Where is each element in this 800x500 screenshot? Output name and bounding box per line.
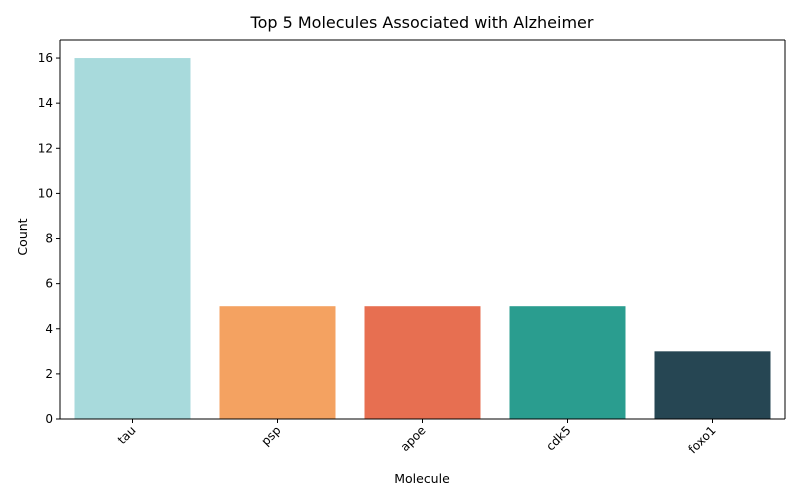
y-tick-label-2: 2	[45, 367, 53, 381]
y-tick-label-4: 4	[45, 322, 53, 336]
x-tick-label-psp: psp	[259, 423, 284, 448]
bar-tau	[74, 58, 191, 420]
bar-psp	[219, 306, 336, 419]
bar-cdk5	[509, 306, 626, 419]
x-tick-label-tau: tau	[115, 423, 139, 447]
y-tick-label-10: 10	[38, 186, 53, 200]
plot-area: 0 2 4 6 8 10 12 14 16 tau psp apoe cdk5 foxo1	[38, 39, 786, 456]
bar-foxo1	[654, 351, 771, 419]
y-tick-label-12: 12	[38, 141, 53, 155]
x-tick-label-apoe: apoe	[398, 423, 429, 454]
y-axis-label: Count	[15, 218, 30, 255]
bar-apoe	[364, 306, 481, 419]
y-tick-label-6: 6	[45, 277, 53, 291]
x-tick-label-cdk5: cdk5	[543, 423, 573, 453]
y-tick-label-0: 0	[45, 412, 53, 426]
y-tick-label-14: 14	[38, 96, 53, 110]
x-axis-label: Molecule	[394, 471, 450, 486]
x-tick-label-foxo1: foxo1	[685, 423, 718, 456]
y-tick-label-8: 8	[45, 232, 53, 246]
chart-title: Top 5 Molecules Associated with Alzheime…	[250, 13, 594, 32]
y-tick-label-16: 16	[38, 51, 53, 65]
